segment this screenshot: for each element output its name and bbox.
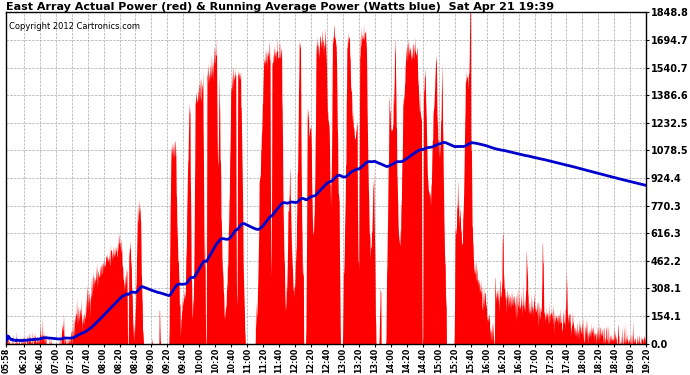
Text: Copyright 2012 Cartronics.com: Copyright 2012 Cartronics.com: [10, 22, 140, 32]
Text: East Array Actual Power (red) & Running Average Power (Watts blue)  Sat Apr 21 1: East Array Actual Power (red) & Running …: [6, 2, 554, 12]
